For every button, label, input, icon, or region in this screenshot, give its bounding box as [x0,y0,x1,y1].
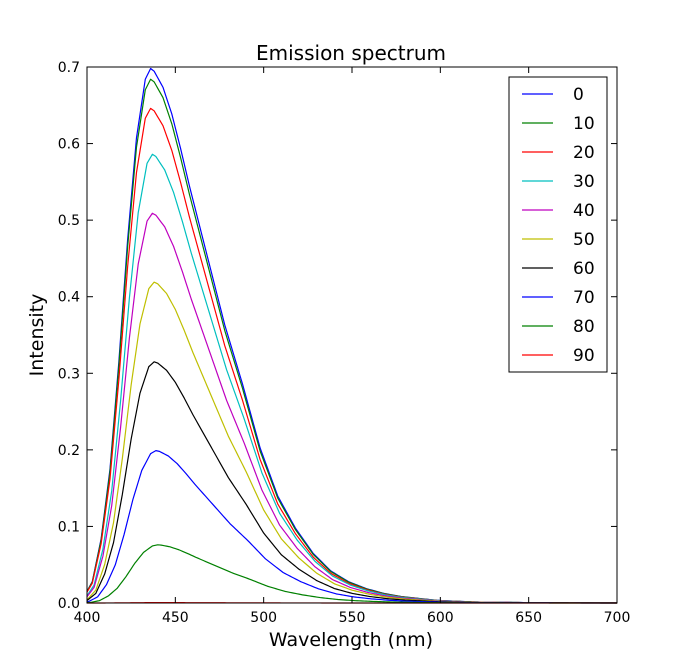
y-tick-label: 0.0 [58,596,80,612]
legend-label-60: 60 [573,259,595,279]
chart-title: Emission spectrum [256,41,446,65]
legend-label-30: 30 [573,172,595,192]
legend-label-50: 50 [573,230,595,250]
x-tick-label: 700 [604,610,631,626]
legend-label-40: 40 [573,201,595,221]
y-tick-label: 0.4 [58,290,80,306]
legend-box [508,76,608,373]
legend-label-10: 10 [573,114,595,134]
axis-ticks: 400 450 500 550 600 650 7000.00.10.20.30.40.50… [58,60,631,626]
legend: 0 10 20 30 40 50 60 70 80 90 [508,76,608,373]
y-axis-label: Intensity [26,294,48,377]
y-tick-label: 0.5 [58,213,80,229]
x-tick-label: 450 [162,610,189,626]
series-line-60 [86,361,618,604]
y-tick-label: 0.3 [58,366,80,382]
y-tick-label: 0.6 [58,137,80,153]
x-tick-label: 400 [74,610,101,626]
x-tick-label: 550 [339,610,366,626]
series-line-80 [87,544,617,604]
y-tick-label: 0.7 [58,60,80,76]
x-tick-label: 500 [250,610,277,626]
y-tick-label: 0.2 [58,443,80,459]
legend-label-90: 90 [573,346,595,366]
y-tick-label: 0.1 [58,519,80,535]
x-tick-label: 600 [427,610,454,626]
x-tick-label: 650 [515,610,542,626]
legend-label-70: 70 [573,288,595,308]
legend-label-0: 0 [573,85,584,105]
series-line-70 [87,450,617,604]
x-axis-label: Wavelength (nm) [269,629,433,651]
legend-label-80: 80 [573,317,595,337]
legend-label-20: 20 [573,143,595,163]
